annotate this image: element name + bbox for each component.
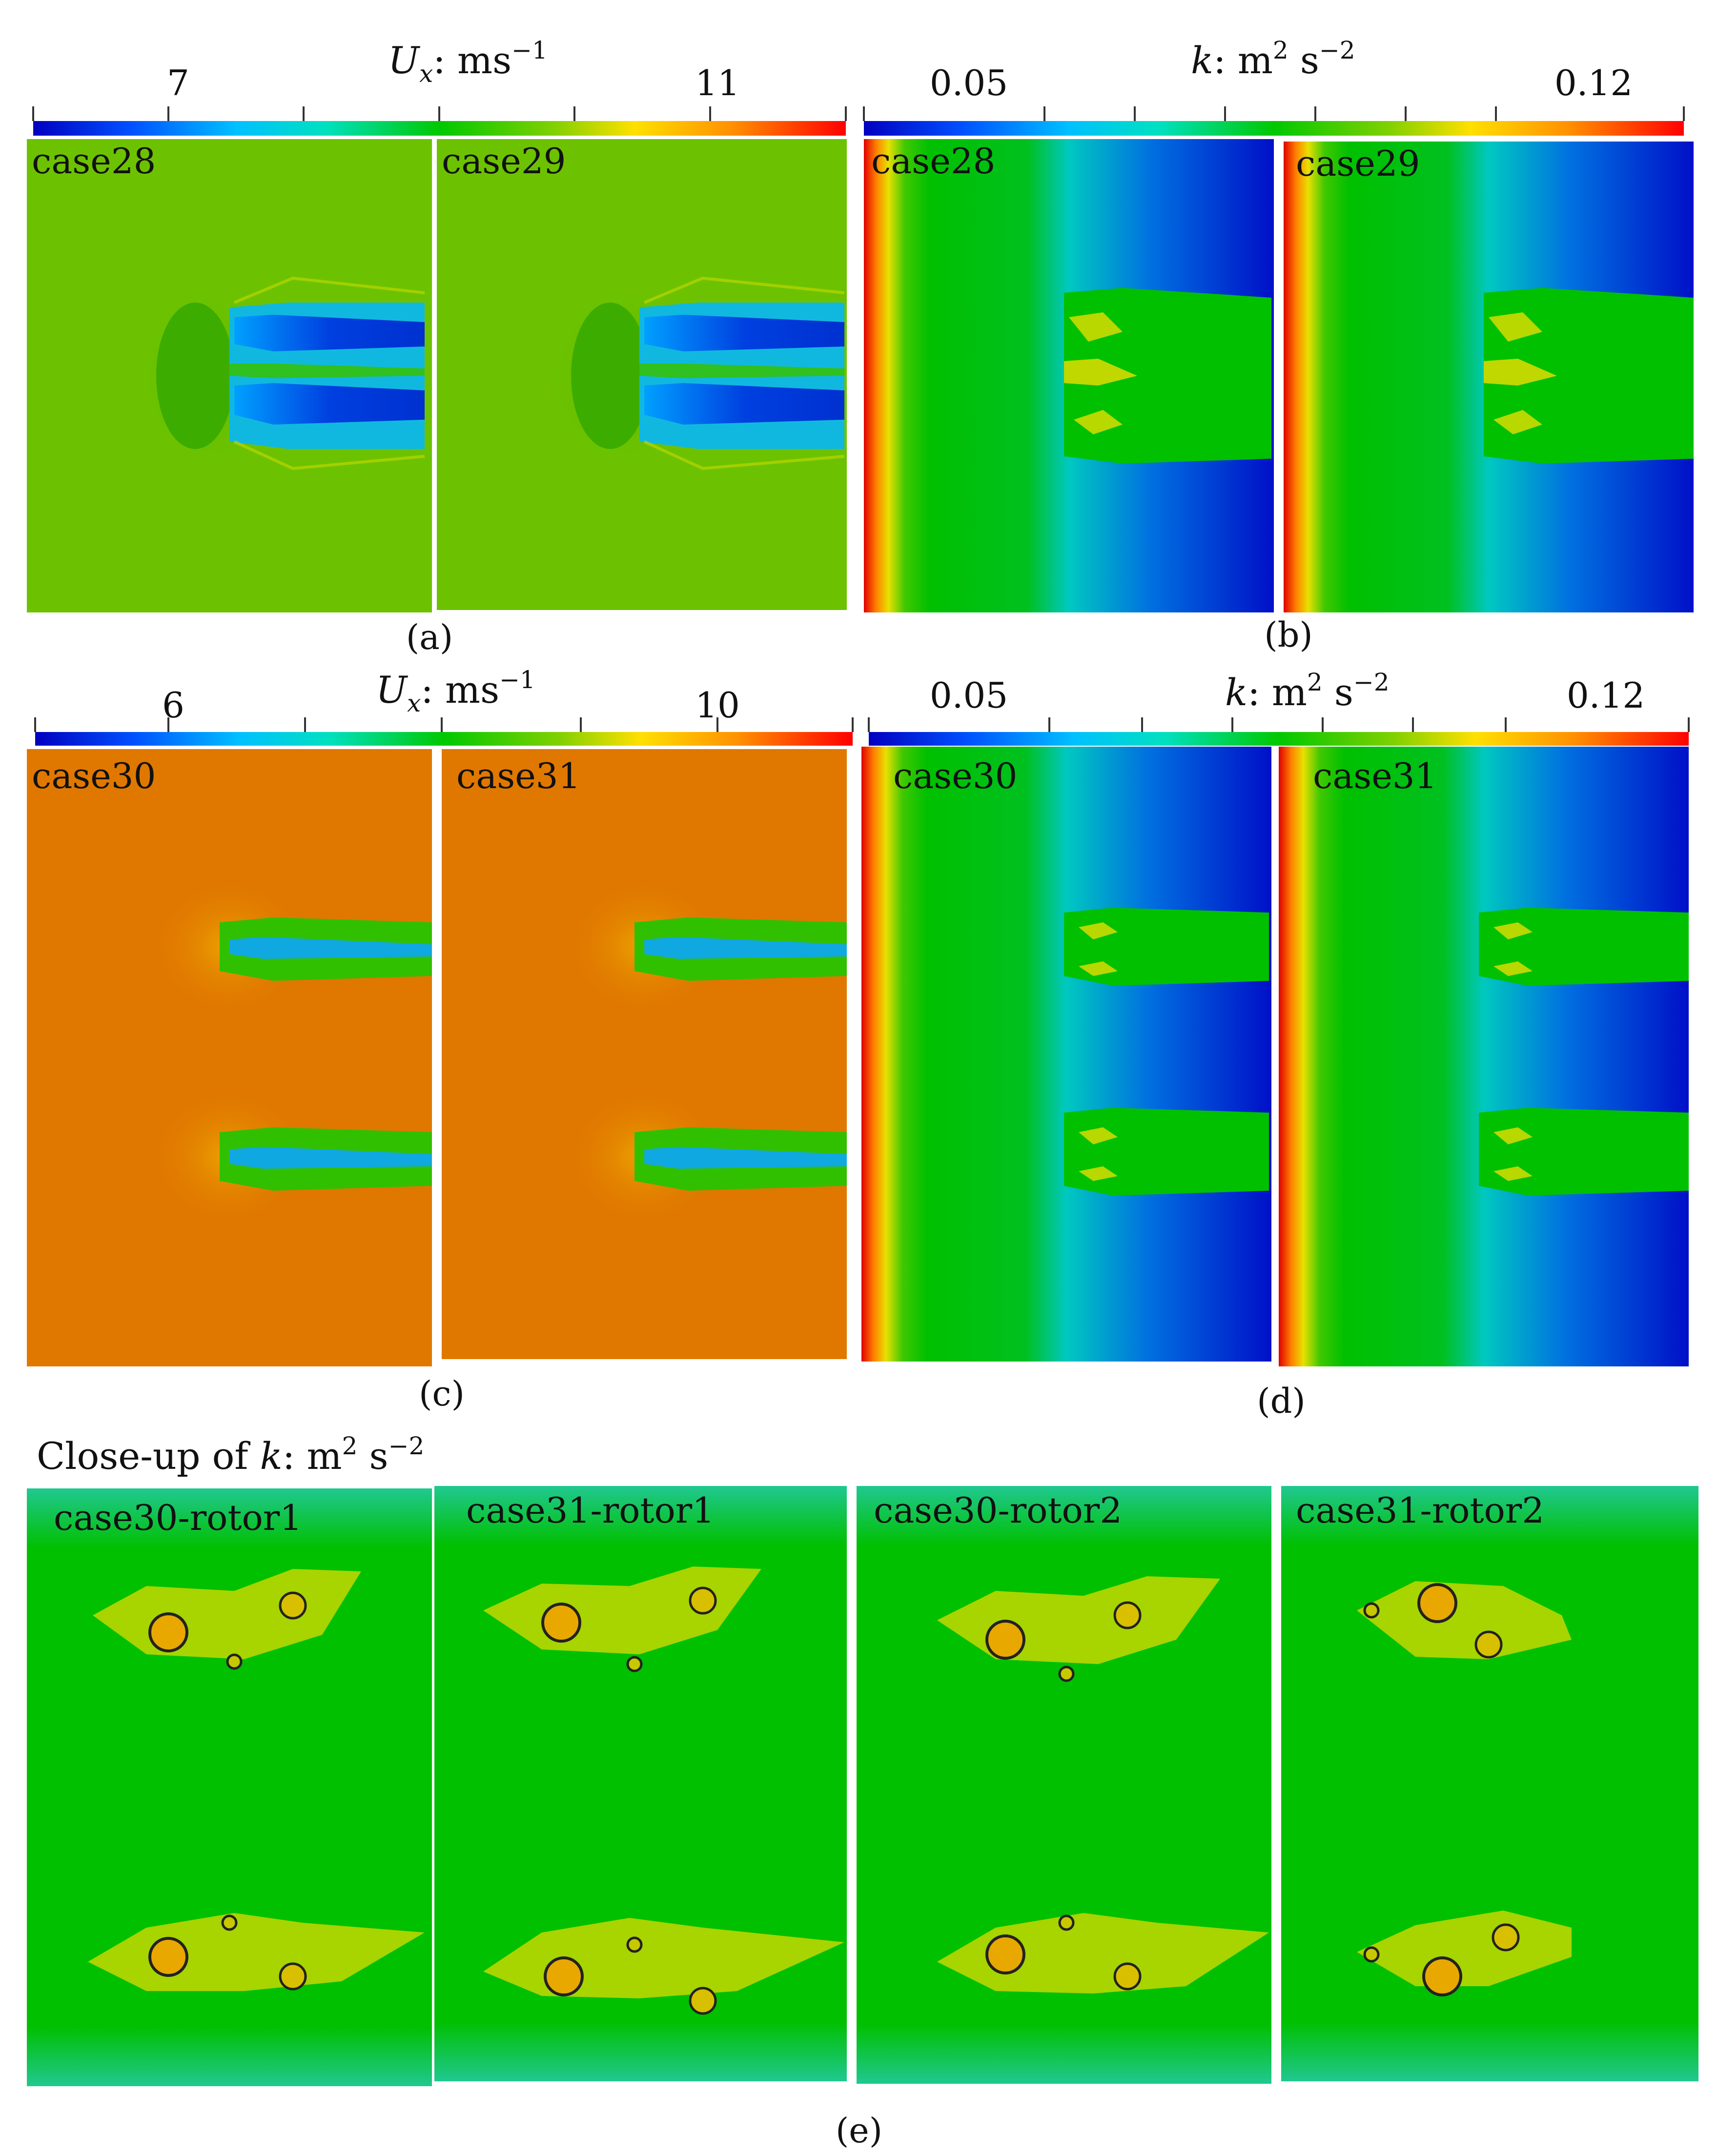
rotor-circle — [221, 1914, 238, 1931]
colorbar-d-title: k: m2 s−2 — [1225, 668, 1390, 714]
panel-c-case30: case30 — [27, 749, 432, 1366]
case-label-e-1: case30-rotor1 — [54, 1497, 302, 1538]
colorbar-b-tick-low: 0.05 — [930, 62, 1008, 103]
colorbar-c-title: Ux: ms−1 — [376, 666, 535, 717]
colorbar-a-title: Ux: ms−1 — [388, 36, 548, 88]
panel-a-case29: case29 — [437, 139, 847, 610]
rotor-circle — [148, 1937, 188, 1977]
rotor-circle — [626, 1936, 643, 1953]
colorbar-b-title: k: m2 s−2 — [1191, 36, 1355, 82]
panel-b-case28: case28 — [864, 139, 1274, 612]
rotor-circle — [1363, 1602, 1380, 1619]
colorbar-c: Ux: ms−1 6 10 — [34, 666, 854, 746]
colorbar-d-tick-low: 0.05 — [930, 675, 1008, 716]
closeup-case30-rotor1: case30-rotor1 — [27, 1488, 432, 2086]
rotor-circle — [985, 1620, 1025, 1660]
colorbar-b: k: m2 s−2 0.05 0.12 — [863, 36, 1685, 136]
rotor-circle — [279, 1962, 307, 1991]
rotor-shading-lower — [937, 1913, 1269, 1993]
colorbar-d-gradient — [869, 732, 1689, 746]
case-label-b-1: case28 — [871, 141, 995, 182]
rotor-circle — [1474, 1630, 1503, 1659]
colorbar-c-gradient — [35, 732, 853, 746]
rotor-circle — [544, 1956, 584, 1996]
colorbar-d: k: m2 s−2 0.05 0.12 — [868, 668, 1690, 746]
rotor-circle — [541, 1603, 581, 1643]
subfigure-label-d: (d) — [1257, 1381, 1305, 1421]
case-label-c-1: case30 — [32, 755, 156, 796]
colorbar-b-gradient — [864, 121, 1684, 136]
rotor-circle — [1113, 1962, 1142, 1991]
wake-deficit-upper — [644, 315, 844, 351]
rotor-circle — [1113, 1601, 1142, 1629]
rotor-circle — [1363, 1946, 1380, 1963]
rotor-circle — [1417, 1583, 1457, 1623]
rotor-circle — [1058, 1914, 1075, 1931]
wake-deficit-upper — [234, 315, 425, 351]
case-label-a-2: case29 — [442, 141, 566, 182]
colorbar-a: Ux: ms−1 7 11 — [32, 36, 847, 136]
closeup-case31-rotor1: case31-rotor1 — [434, 1486, 847, 2081]
case-label-e-2: case31-rotor1 — [466, 1490, 715, 1531]
closeup-case31-rotor2: case31-rotor2 — [1281, 1486, 1698, 2081]
rotor-induction-zone — [156, 303, 234, 449]
case-label-b-2: case29 — [1296, 143, 1420, 184]
colorbar-d-tick-high: 0.12 — [1567, 675, 1645, 716]
wake-region — [1479, 908, 1689, 986]
colorbar-c-tick-low: 6 — [162, 685, 184, 726]
panel-b: case28 case29 (b) — [864, 139, 1694, 655]
panel-d-case31: case31 — [1279, 747, 1689, 1366]
colorbar-a-tick-high: 11 — [695, 62, 740, 103]
colorbar-b-tick-high: 0.12 — [1554, 62, 1633, 103]
colorbar-a-tick-low: 7 — [167, 62, 189, 103]
rotor-shading-lower — [1357, 1911, 1572, 1986]
panel-b-case29: case29 — [1284, 142, 1694, 612]
rotor-circle — [1058, 1666, 1075, 1682]
case-label-a-1: case28 — [32, 141, 156, 182]
case-label-d-2: case31 — [1313, 755, 1437, 796]
wake-region — [1479, 1108, 1689, 1196]
case-label-e-3: case30-rotor2 — [874, 1490, 1122, 1531]
rotor-circle — [148, 1612, 188, 1652]
subfigure-label-e: (e) — [836, 2111, 882, 2151]
case-label-d-1: case30 — [893, 755, 1017, 796]
panel-e: Close-up of k: m2 s−2 case30-rotor1 — [27, 1432, 1698, 2151]
subfigure-label-c: (c) — [419, 1374, 465, 1414]
panel-c: case30 case31 (c) — [27, 749, 847, 1414]
subfigure-label-b: (b) — [1264, 615, 1312, 655]
panel-e-heading: Close-up of k: m2 s−2 — [37, 1432, 424, 1478]
panel-d: case30 case31 (d) — [861, 747, 1689, 1421]
rotor-circle — [279, 1591, 307, 1620]
panel-a: case28 case29 (a) — [27, 139, 847, 657]
rotor-circle — [689, 1987, 717, 2015]
rotor-induction-zone — [571, 303, 649, 449]
colorbar-a-gradient — [33, 121, 846, 136]
panel-c-case31: case31 — [442, 749, 847, 1359]
subfigure-label-a: (a) — [406, 617, 453, 657]
closeup-case30-rotor2: case30-rotor2 — [857, 1486, 1271, 2084]
panel-a-case28: case28 — [27, 139, 432, 612]
rotor-circle — [626, 1656, 643, 1672]
rotor-circle — [226, 1653, 243, 1670]
case-label-e-4: case31-rotor2 — [1296, 1490, 1544, 1531]
wake-region — [1064, 908, 1269, 986]
rotor-circle — [1422, 1956, 1462, 1996]
case-label-c-2: case31 — [456, 755, 580, 796]
rotor-shading-upper — [1357, 1581, 1572, 1659]
rotor-circle — [689, 1586, 717, 1615]
wake-region — [1064, 1108, 1269, 1196]
rotor-circle — [985, 1934, 1025, 1974]
wake-deficit-lower — [234, 383, 425, 425]
panel-d-case30: case30 — [861, 747, 1271, 1362]
rotor-circle — [1492, 1923, 1520, 1952]
wake-deficit-lower — [644, 383, 844, 425]
